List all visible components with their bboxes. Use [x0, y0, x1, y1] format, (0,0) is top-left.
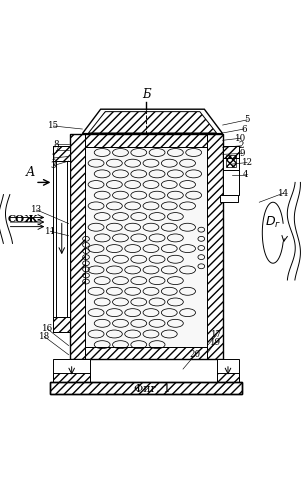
Text: А: А: [26, 166, 35, 179]
Text: 19: 19: [210, 338, 221, 347]
Text: 18: 18: [39, 332, 50, 341]
Text: 3: 3: [51, 161, 56, 170]
Text: 11: 11: [45, 227, 56, 236]
Text: 14: 14: [278, 189, 289, 198]
Bar: [50, 382, 242, 394]
Text: 17: 17: [211, 330, 222, 339]
Polygon shape: [82, 109, 223, 134]
Text: 8: 8: [54, 140, 59, 149]
Bar: [53, 373, 90, 382]
Bar: [207, 134, 223, 359]
Text: 9: 9: [240, 149, 245, 158]
Bar: [53, 146, 70, 332]
Text: 7: 7: [54, 146, 59, 155]
Text: Фиг. 1: Фиг. 1: [134, 384, 171, 394]
Text: 16: 16: [42, 324, 53, 333]
Bar: [217, 373, 239, 382]
Text: Б: Б: [142, 88, 151, 101]
Bar: [53, 359, 90, 382]
Bar: [223, 146, 239, 170]
Bar: [223, 170, 239, 195]
Text: 6: 6: [241, 125, 247, 134]
Text: 4: 4: [243, 170, 248, 179]
Bar: [56, 161, 67, 316]
Bar: [217, 359, 239, 382]
Text: 10: 10: [235, 134, 246, 143]
Text: 12: 12: [242, 158, 253, 167]
Text: 5: 5: [244, 115, 250, 124]
Bar: [53, 316, 70, 332]
Bar: [220, 195, 238, 202]
Bar: [85, 347, 207, 359]
Bar: [50, 382, 242, 394]
Text: 15: 15: [48, 121, 59, 130]
Text: СОЖ: СОЖ: [7, 215, 38, 224]
Text: 20: 20: [190, 350, 201, 359]
Text: 1: 1: [51, 154, 56, 163]
Text: 2: 2: [238, 141, 244, 150]
Bar: [85, 134, 207, 147]
Bar: [226, 155, 236, 167]
Bar: [223, 146, 239, 158]
Bar: [70, 134, 85, 359]
Bar: [85, 147, 207, 347]
Bar: [70, 134, 223, 359]
Text: $D_г$: $D_г$: [265, 215, 281, 230]
Bar: [53, 146, 70, 161]
Text: 13: 13: [31, 206, 42, 215]
